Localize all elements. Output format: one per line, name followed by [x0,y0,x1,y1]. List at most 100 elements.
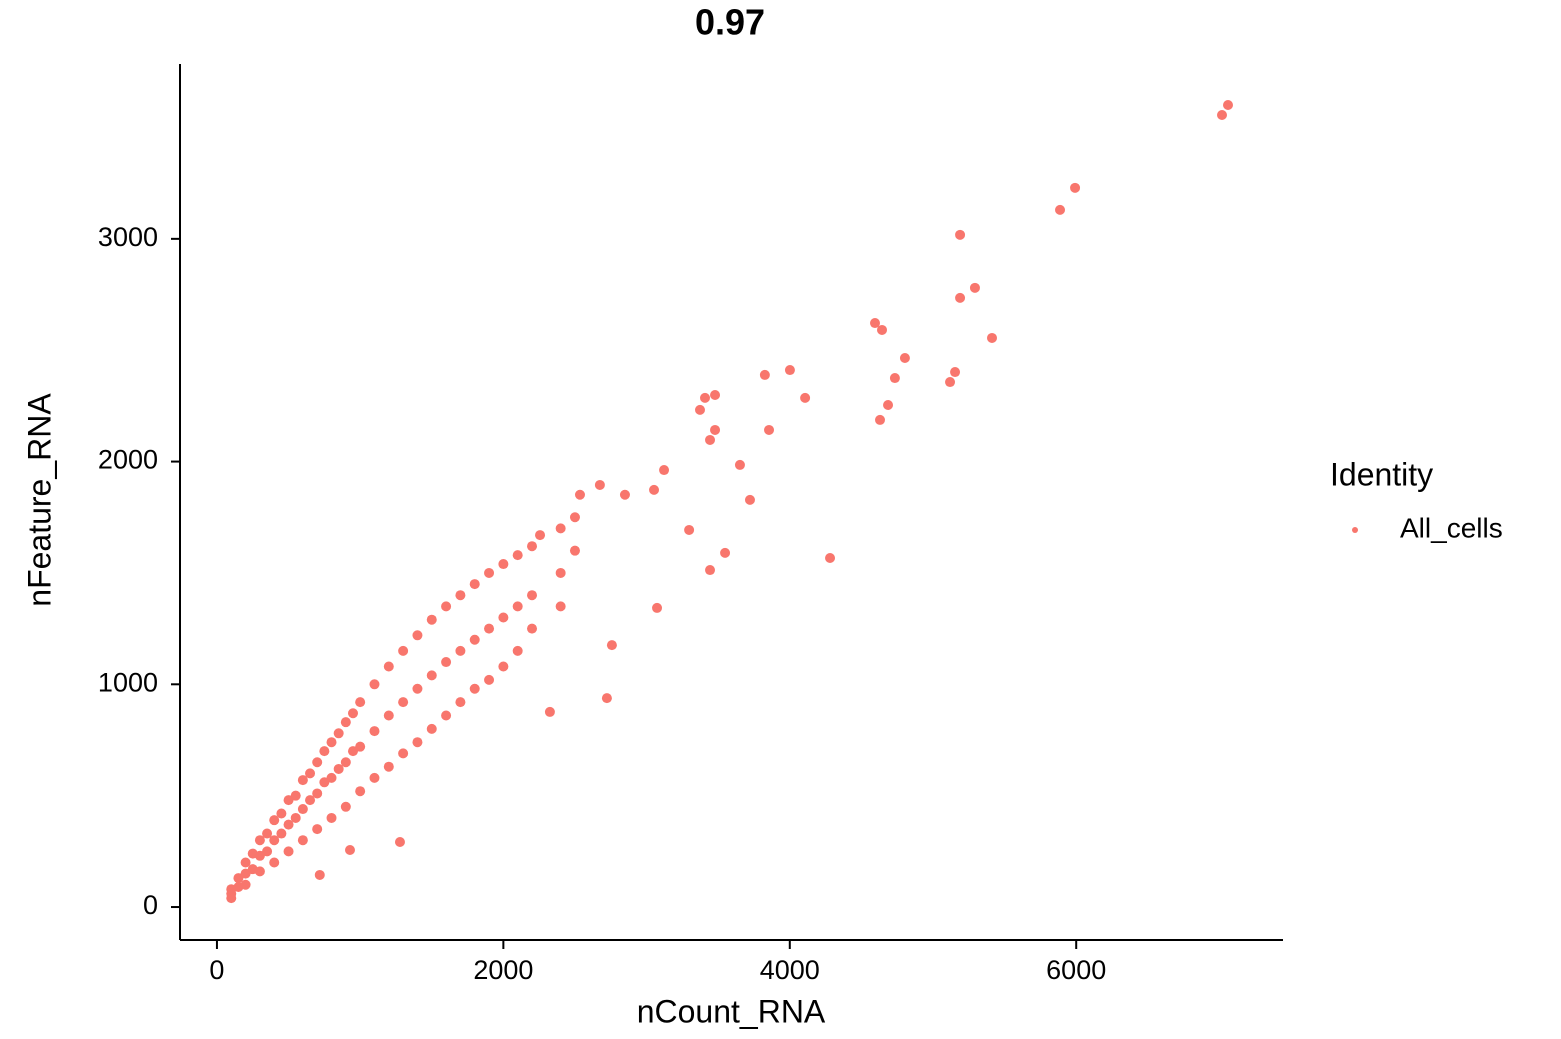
point [412,683,423,694]
point [355,697,366,708]
point [498,661,509,672]
point [569,512,580,523]
x-axis-label: nCount_RNA [637,993,826,1029]
point [441,601,452,612]
point [314,869,325,880]
point [710,424,721,435]
point [426,670,437,681]
legend-title: Identity [1330,456,1433,492]
point [877,324,888,335]
point [710,389,721,400]
point [347,746,358,757]
point [347,708,358,719]
point [784,365,795,376]
point [544,706,555,717]
point [297,835,308,846]
point [705,565,716,576]
point [276,808,287,819]
point [233,873,244,884]
y-tick-label: 0 [143,890,158,920]
point [606,640,617,651]
point [326,737,337,748]
y-tick-label: 3000 [98,222,158,252]
point [290,812,301,823]
point [412,630,423,641]
point [383,661,394,672]
point [484,623,495,634]
point [705,434,716,445]
point [455,697,466,708]
point [226,893,237,904]
point [305,795,316,806]
point [498,612,509,623]
point [527,541,538,552]
point [305,768,316,779]
y-tick-label: 2000 [98,445,158,475]
point [312,824,323,835]
point [340,801,351,812]
point [283,819,294,830]
point [684,524,695,535]
point [512,645,523,656]
point [555,567,566,578]
x-tick-label: 2000 [473,955,533,985]
point [800,392,811,403]
point [652,602,663,613]
point [254,850,265,861]
point [455,645,466,656]
point [319,777,330,788]
point [945,377,956,388]
point [319,746,330,757]
point [484,674,495,685]
point [426,614,437,625]
point [369,726,380,737]
point [574,489,585,500]
point [469,579,480,590]
legend-marker [1352,527,1358,533]
point [297,804,308,815]
point [340,757,351,768]
point [986,332,997,343]
point [290,790,301,801]
point [269,835,280,846]
point [469,634,480,645]
point [825,553,836,564]
point [326,772,337,783]
point [333,728,344,739]
point [484,567,495,578]
point [955,292,966,303]
point [355,786,366,797]
point [283,795,294,806]
point [398,697,409,708]
point [240,879,251,890]
point [441,710,452,721]
point [594,479,605,490]
point [426,723,437,734]
point [344,845,355,856]
point [312,788,323,799]
point [369,772,380,783]
point [955,229,966,240]
point [527,590,538,601]
point [869,318,880,329]
point [744,494,755,505]
point [383,761,394,772]
point [340,717,351,728]
point [734,459,745,470]
point [649,484,660,495]
point [875,414,886,425]
point [619,489,630,500]
point [269,857,280,868]
point [969,282,980,293]
point [333,763,344,774]
point [297,775,308,786]
point [601,693,612,704]
point [720,547,731,558]
point [276,828,287,839]
point [262,828,273,839]
point [569,545,580,556]
point [269,815,280,826]
point [262,846,273,857]
x-tick-label: 6000 [1046,955,1106,985]
